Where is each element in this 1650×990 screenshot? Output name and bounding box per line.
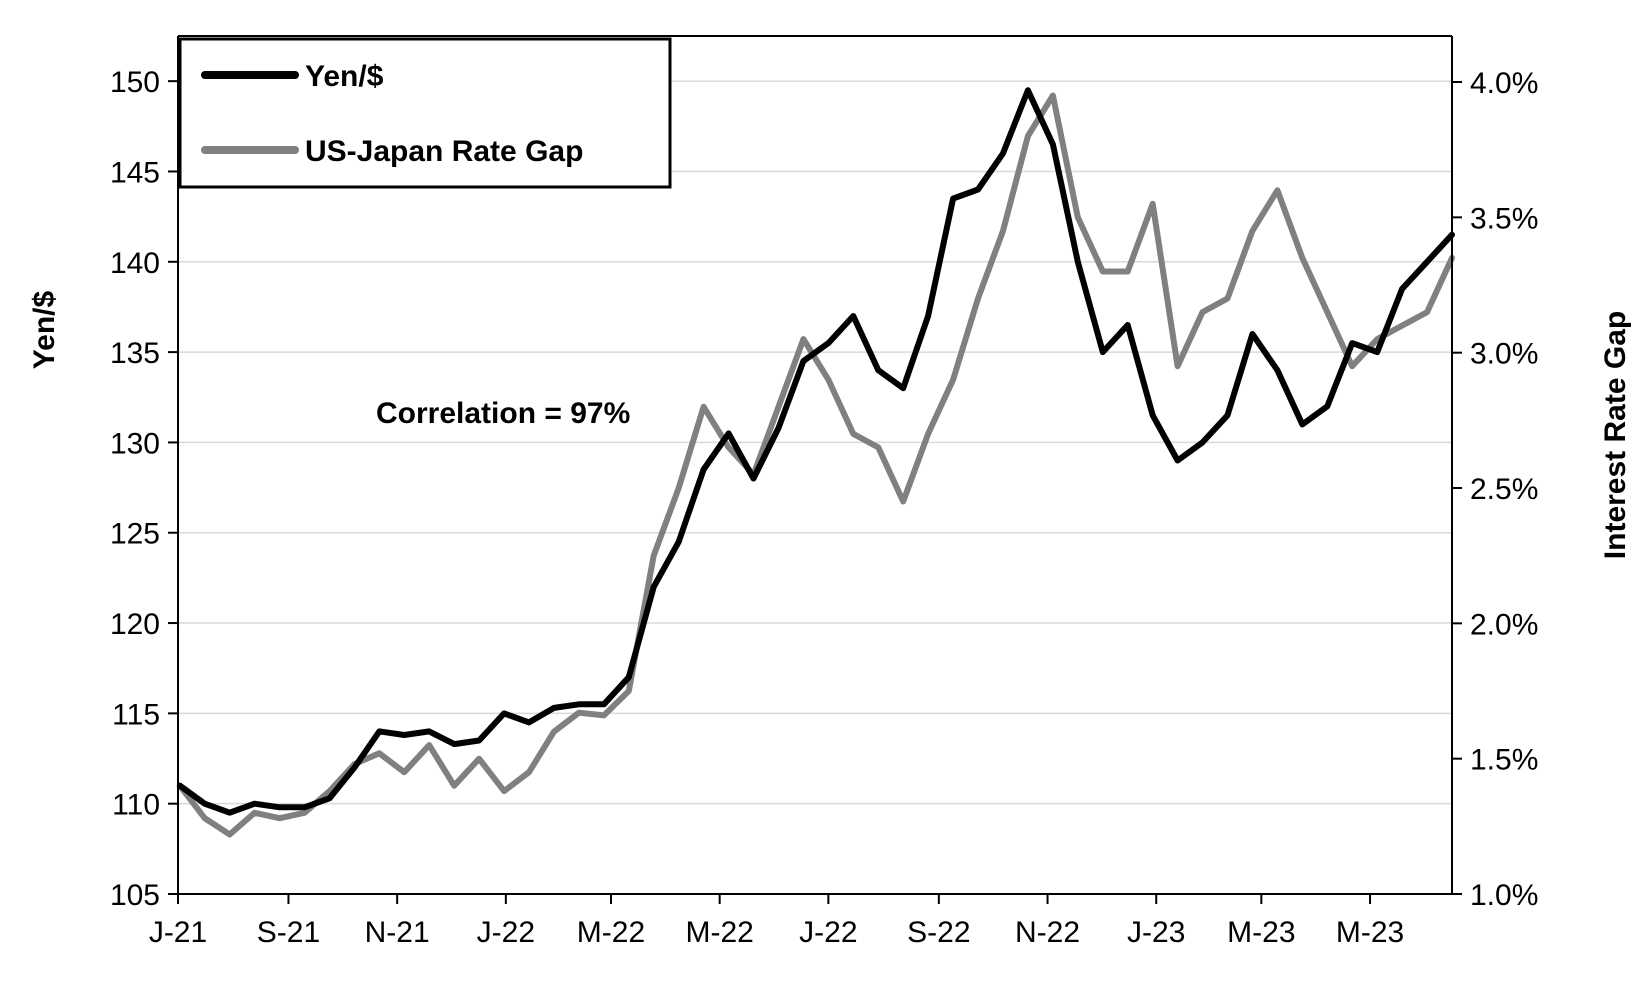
left-tick-label: 110 [112, 789, 160, 822]
x-tick-label: M-23 [1336, 916, 1404, 949]
x-tick-label: S-22 [907, 916, 970, 949]
x-tick-label: N-21 [365, 916, 430, 949]
left-tick-label: 125 [110, 518, 160, 551]
series-line-yen [176, 87, 1455, 816]
series-lines [176, 87, 1455, 838]
right-tick-label: 3.5% [1470, 202, 1538, 235]
x-tick-label: S-21 [257, 916, 320, 949]
series-line-rate-gap [176, 92, 1455, 838]
x-tick-label: M-22 [685, 916, 753, 949]
left-tick-label: 150 [110, 66, 160, 99]
x-tick-label: N-22 [1015, 916, 1080, 949]
left-tick-label: 130 [110, 427, 160, 460]
legend-label-yen: Yen/$ [305, 60, 384, 93]
x-tick-label: J-21 [149, 916, 207, 949]
y-axis-left-title: Yen/$ [28, 290, 61, 369]
right-tick-label: 4.0% [1470, 67, 1538, 100]
right-tick-label: 1.5% [1470, 744, 1538, 777]
x-axis-ticks: J-21 S-21 N-21 J-22 M-22 M-22 J-22 S-22 N-22 J-23… [149, 894, 1404, 949]
right-tick-label: 2.0% [1470, 608, 1538, 641]
right-axis-ticks: 1.0% 1.5% 2.0% 2.5% 3.0% 3.5% 4.0% [1452, 67, 1538, 912]
correlation-annotation: Correlation = 97% [376, 397, 630, 430]
legend: Yen/$ US-Japan Rate Gap [178, 37, 672, 189]
left-axis-ticks: 105 110 115 120 125 130 135 140 145 150 [110, 66, 178, 912]
right-tick-label: 2.5% [1470, 473, 1538, 506]
legend-label-gap: US-Japan Rate Gap [305, 135, 583, 168]
x-tick-label: M-23 [1227, 916, 1295, 949]
left-tick-label: 145 [110, 156, 160, 189]
left-tick-label: 135 [110, 337, 160, 370]
left-tick-label: 120 [110, 608, 160, 641]
left-tick-label: 105 [110, 879, 160, 912]
x-tick-label: M-22 [577, 916, 645, 949]
x-tick-label: J-22 [799, 916, 857, 949]
right-tick-label: 3.0% [1470, 338, 1538, 371]
right-tick-label: 1.0% [1470, 879, 1538, 912]
gridlines [178, 80, 1452, 805]
left-tick-label: 140 [110, 247, 160, 280]
left-tick-label: 115 [112, 698, 160, 731]
x-tick-label: J-23 [1127, 916, 1185, 949]
legend-box [178, 37, 672, 189]
y-axis-right-title: Interest Rate Gap [1599, 311, 1632, 559]
x-tick-label: J-22 [477, 916, 535, 949]
